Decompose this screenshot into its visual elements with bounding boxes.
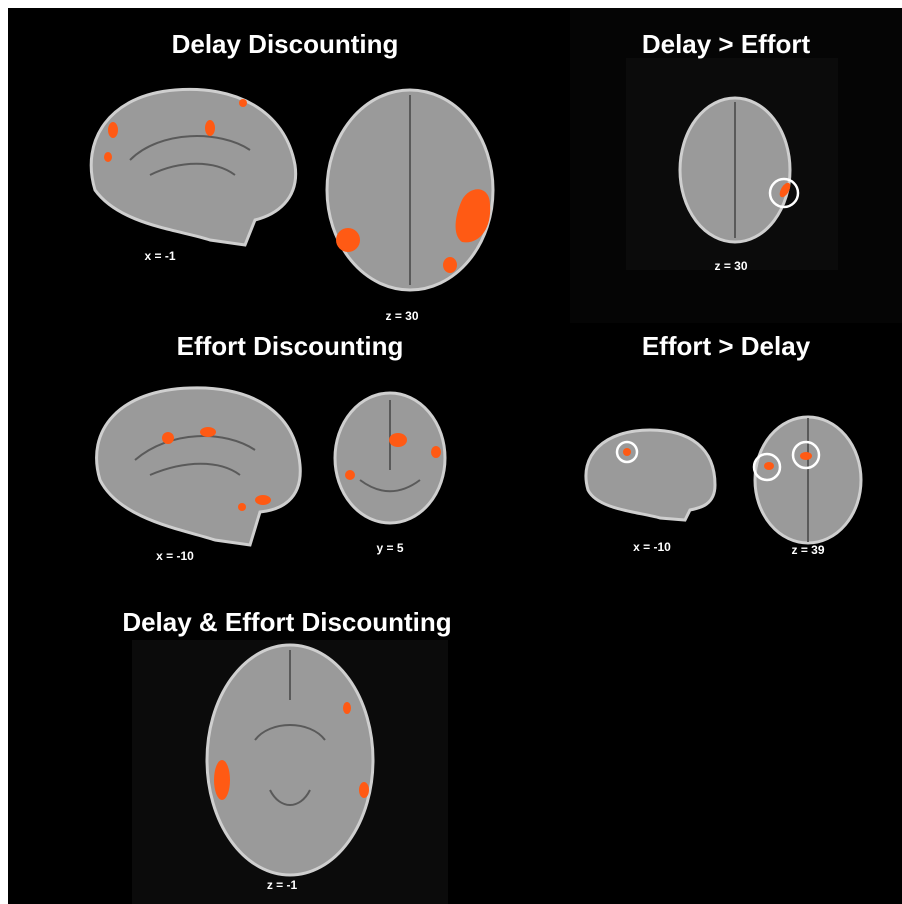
figure: Delay Discounting x = -1 z = 30 Delay > … — [0, 0, 902, 904]
page: Delay Discounting x = -1 z = 30 Delay > … — [0, 0, 902, 904]
coronal-brain — [335, 393, 445, 523]
activation — [336, 228, 360, 252]
coordinate-label: x = -1 — [144, 249, 175, 263]
coordinate-label: z = 39 — [791, 543, 824, 557]
activation — [623, 448, 631, 456]
activation — [389, 433, 407, 447]
panel-title: Delay & Effort Discounting — [122, 607, 451, 637]
axial-brain — [754, 417, 861, 543]
panel-title: Effort Discounting — [177, 331, 404, 361]
activation — [238, 503, 246, 511]
coordinate-label: z = 30 — [714, 259, 747, 273]
activation — [343, 702, 351, 714]
panel-title: Effort > Delay — [642, 331, 811, 361]
panel-title: Delay Discounting — [172, 29, 399, 59]
activation — [214, 760, 230, 800]
activation — [431, 446, 441, 458]
activation — [255, 495, 271, 505]
activation — [764, 462, 774, 470]
coordinate-label: z = -1 — [267, 878, 298, 892]
activation — [800, 452, 812, 460]
activation — [239, 99, 247, 107]
activation — [104, 152, 112, 162]
activation — [359, 782, 369, 798]
activation — [108, 122, 118, 138]
axial-brain — [207, 645, 373, 875]
activation — [162, 432, 174, 444]
activation — [345, 470, 355, 480]
axial-brain — [327, 90, 493, 290]
activation — [443, 257, 457, 273]
panel-title: Delay > Effort — [642, 29, 811, 59]
coordinate-label: y = 5 — [376, 541, 403, 555]
coordinate-label: x = -10 — [633, 540, 671, 554]
coordinate-label: z = 30 — [385, 309, 418, 323]
activation — [205, 120, 215, 136]
activation — [200, 427, 216, 437]
coordinate-label: x = -10 — [156, 549, 194, 563]
